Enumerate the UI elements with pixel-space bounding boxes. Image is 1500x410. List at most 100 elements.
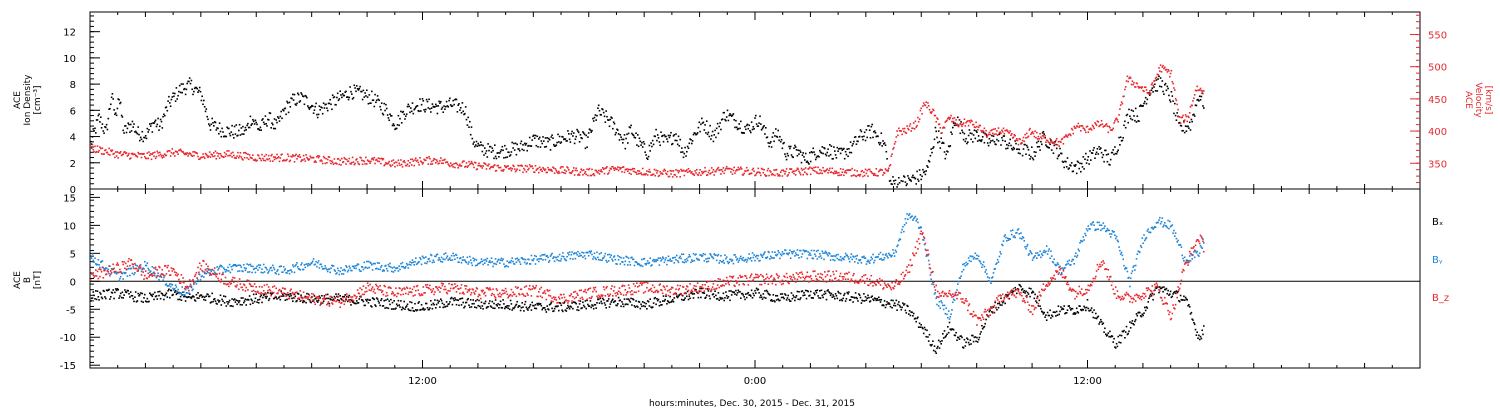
field-panel-frame — [89, 188, 1421, 369]
data-point — [424, 262, 426, 264]
data-point — [148, 129, 150, 131]
data-point — [245, 304, 247, 306]
data-point — [523, 167, 525, 170]
data-point — [1075, 164, 1077, 166]
data-point — [111, 292, 114, 294]
data-point — [773, 140, 775, 143]
data-point — [591, 253, 593, 256]
data-point — [255, 293, 257, 295]
data-point — [1085, 309, 1087, 312]
data-point — [328, 268, 331, 270]
data-point — [646, 157, 648, 159]
data-point — [267, 119, 270, 121]
data-point — [1123, 329, 1125, 332]
data-point — [969, 132, 972, 134]
data-point — [582, 174, 584, 176]
data-point — [1087, 131, 1090, 133]
data-point — [804, 152, 807, 155]
data-point — [124, 272, 127, 274]
data-point — [261, 119, 263, 121]
data-point — [1194, 104, 1197, 106]
data-point — [1123, 124, 1125, 127]
data-point — [745, 170, 747, 172]
data-point — [458, 304, 460, 307]
data-point — [897, 134, 899, 137]
data-point — [574, 138, 577, 140]
data-point — [1185, 115, 1188, 118]
data-point — [636, 305, 638, 308]
data-point — [695, 172, 697, 174]
data-point — [764, 133, 766, 135]
data-point — [205, 295, 208, 297]
data-point — [793, 172, 795, 175]
data-point — [565, 259, 568, 262]
data-point — [179, 91, 182, 94]
data-point — [320, 159, 322, 161]
data-point — [981, 136, 984, 138]
data-point — [811, 167, 814, 170]
data-point — [856, 170, 858, 172]
data-point — [148, 151, 150, 153]
data-point — [481, 167, 484, 169]
data-point — [252, 154, 254, 156]
data-point — [981, 327, 984, 330]
data-point — [153, 155, 155, 158]
data-point — [296, 102, 298, 105]
data-point — [455, 254, 458, 256]
data-point — [508, 305, 510, 307]
data-point — [617, 254, 619, 257]
data-point — [994, 301, 996, 304]
data-point — [479, 144, 481, 147]
data-point — [306, 263, 308, 265]
data-point — [533, 307, 536, 310]
data-point — [298, 154, 301, 156]
data-point — [351, 98, 354, 100]
data-point — [742, 132, 745, 134]
data-point — [292, 264, 294, 266]
data-point — [666, 138, 668, 140]
data-point — [471, 162, 474, 165]
data-point — [659, 301, 661, 303]
data-point — [1115, 153, 1118, 155]
data-point — [764, 290, 766, 292]
data-point — [374, 262, 376, 265]
data-point — [266, 158, 268, 160]
data-point — [410, 110, 413, 113]
data-point — [1041, 311, 1044, 313]
data-point — [878, 141, 880, 144]
data-point — [686, 171, 689, 174]
data-point — [838, 148, 840, 150]
data-point — [715, 169, 718, 171]
data-point — [1079, 162, 1081, 165]
data-point — [1031, 146, 1033, 148]
data-point — [804, 289, 807, 292]
data-point — [416, 309, 419, 311]
data-point — [625, 137, 627, 140]
data-point — [556, 259, 558, 261]
data-point — [146, 262, 149, 264]
data-point — [653, 297, 656, 300]
data-point — [375, 297, 378, 299]
data-point — [959, 132, 962, 135]
data-point — [557, 172, 559, 175]
data-point — [957, 116, 959, 119]
data-point — [390, 270, 393, 273]
data-point — [277, 156, 280, 158]
data-point — [1079, 305, 1081, 307]
data-point — [1189, 313, 1192, 315]
data-point — [1154, 289, 1156, 291]
data-point — [156, 298, 159, 300]
data-point — [1180, 298, 1183, 301]
data-point — [940, 137, 942, 139]
data-point — [385, 267, 388, 270]
data-point — [860, 170, 863, 173]
data-point — [312, 112, 315, 114]
data-point — [1022, 291, 1025, 293]
data-point — [177, 94, 179, 97]
data-point — [918, 169, 921, 171]
data-point — [742, 174, 745, 176]
data-point — [905, 132, 908, 134]
data-point — [799, 297, 802, 299]
data-point — [427, 163, 430, 165]
data-point — [1187, 304, 1189, 307]
